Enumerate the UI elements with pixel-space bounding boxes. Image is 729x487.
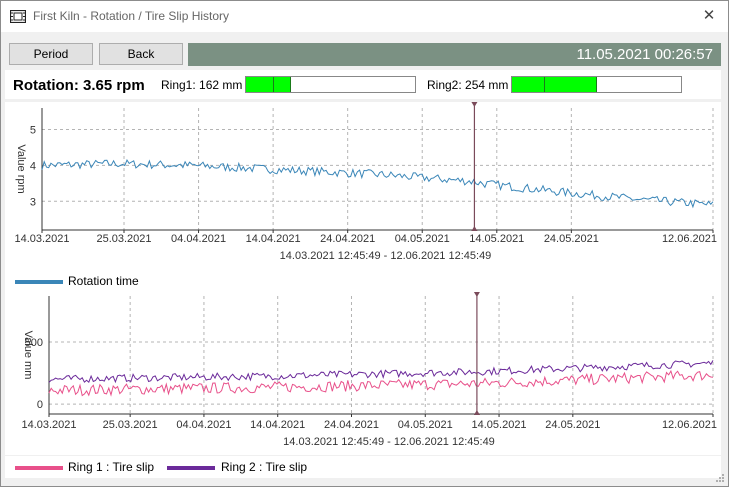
x-tick-label: 14.05.2021	[469, 233, 524, 245]
ring2-bar-fill-b	[545, 77, 597, 92]
series-line-1	[48, 369, 714, 397]
x-range-label: 14.03.2021 12:45:49 - 12.06.2021 12:45:4…	[283, 436, 495, 448]
film-icon	[10, 10, 26, 23]
legend-label-ring2: Ring 2 : Tire slip	[221, 460, 308, 474]
tire-slip-legend: Ring 1 : Tire slip Ring 2 : Tire slip	[5, 456, 721, 478]
close-button[interactable]: ✕	[698, 6, 720, 26]
y-axis-label: Value rpm	[15, 144, 27, 193]
x-tick-label: 04.05.2021	[395, 233, 450, 245]
x-tick-label: 24.04.2021	[320, 233, 375, 245]
ring2-label: Ring2: 254 mm	[427, 78, 509, 92]
y-tick-label: 500	[25, 337, 43, 349]
ring2-bar	[511, 76, 682, 93]
title-bar: First Kiln - Rotation / Tire Slip Histor…	[1, 1, 728, 32]
x-tick-label: 12.06.2021	[662, 233, 717, 245]
x-tick-label: 14.04.2021	[250, 419, 305, 431]
ring1-bar	[245, 76, 416, 93]
legend-swatch-rotation	[15, 280, 63, 284]
close-icon: ✕	[702, 7, 716, 24]
x-tick-label: 12.06.2021	[662, 419, 717, 431]
legend-swatch-ring1	[15, 466, 63, 470]
y-tick-label: 5	[30, 125, 36, 137]
x-tick-label: 14.05.2021	[472, 419, 527, 431]
x-tick-label: 14.04.2021	[246, 233, 301, 245]
rotation-chart-panel: 3 4 5 Value rpm 14.03.2021 25.03.2021 04.04.20…	[5, 102, 721, 270]
cursor-top-marker	[473, 292, 480, 297]
legend-swatch-ring2	[167, 466, 215, 470]
x-range-label: 14.03.2021 12:45:49 - 12.06.2021 12:45:4…	[280, 250, 492, 262]
x-tick-label: 14.03.2021	[14, 233, 69, 245]
tire-slip-chart-panel: 0 500 Value mm 14.03.2021 25.03.2021 04.04.20…	[5, 292, 721, 455]
x-tick-label: 04.04.2021	[171, 233, 226, 245]
legend-label-rotation: Rotation time	[68, 274, 139, 288]
x-tick-label: 24.04.2021	[324, 419, 379, 431]
y-axis-label: Value mm	[22, 331, 34, 380]
rotation-readout: Rotation: 3.65 rpm	[13, 77, 145, 94]
ring1-label: Ring1: 162 mm	[161, 78, 243, 92]
x-tick-label: 04.04.2021	[176, 419, 231, 431]
window-title: First Kiln - Rotation / Tire Slip Histor…	[33, 9, 230, 23]
resize-grip-icon[interactable]	[715, 473, 725, 483]
back-button[interactable]: Back	[99, 43, 183, 65]
series-line-2	[48, 360, 714, 384]
x-tick-label: 25.03.2021	[103, 419, 158, 431]
cursor-bottom-marker	[471, 226, 478, 231]
rotation-legend: Rotation time	[5, 270, 721, 292]
x-tick-label: 24.05.2021	[545, 419, 600, 431]
y-tick-label: 0	[37, 399, 43, 411]
series-line-1	[41, 159, 714, 209]
x-tick-label: 24.05.2021	[544, 233, 599, 245]
cursor-bottom-marker	[473, 410, 480, 415]
legend-label-ring1: Ring 1 : Tire slip	[68, 460, 155, 474]
y-tick-label: 3	[30, 196, 36, 208]
ring1-bar-fill-b	[274, 77, 291, 92]
x-tick-label: 25.03.2021	[96, 233, 151, 245]
status-bar: Rotation: 3.65 rpm Ring1: 162 mm Ring2: …	[5, 70, 721, 99]
y-tick-label: 4	[30, 160, 36, 172]
x-tick-label: 14.03.2021	[21, 419, 76, 431]
ring1-bar-fill-a	[246, 77, 274, 92]
datetime-display: 11.05.2021 00:26:57	[188, 43, 721, 66]
ring2-bar-fill-a	[512, 77, 545, 92]
period-button[interactable]: Period	[9, 43, 93, 65]
cursor-top-marker	[471, 102, 478, 107]
x-tick-label: 04.05.2021	[398, 419, 453, 431]
